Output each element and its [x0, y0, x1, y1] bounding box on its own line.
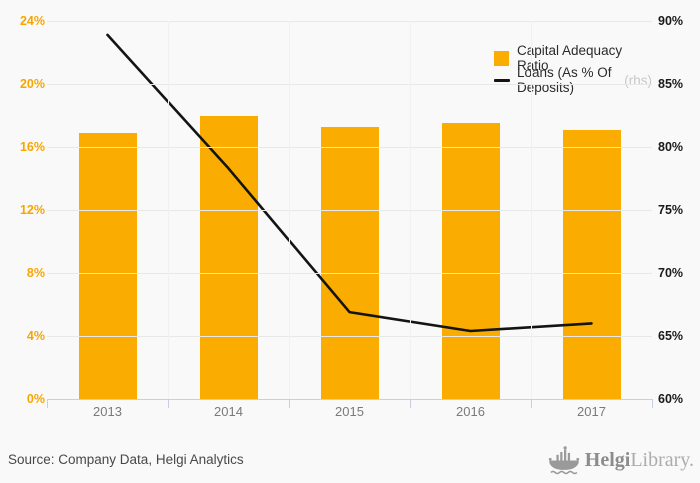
left-axis-tick-label: 12%	[19, 203, 45, 217]
legend-label: Loans (As % Of Deposits)	[517, 65, 612, 95]
vertical-gridline	[168, 21, 169, 399]
logo-wordmark-helgi: Helgi	[584, 449, 631, 471]
logo-wordmark-library: Library.	[630, 449, 694, 471]
legend: Capital Adequacy Ratio Loans (As % Of De…	[494, 43, 652, 95]
bar-series-swatch-icon	[494, 50, 509, 66]
left-axis-tick-label: 0%	[26, 392, 45, 406]
right-axis-tick-label: 80%	[658, 140, 684, 154]
bar-2013	[78, 132, 137, 399]
bar-2017	[562, 129, 621, 399]
x-axis-tick	[289, 399, 290, 408]
gridline	[47, 21, 652, 22]
right-axis-tick-label: 90%	[658, 14, 684, 28]
helgi-ship-logo-icon	[548, 446, 579, 475]
gridline	[47, 273, 652, 274]
gridline	[47, 210, 652, 211]
right-axis-tick-label: 85%	[658, 77, 684, 91]
legend-rhs-note: (rhs)	[624, 72, 652, 88]
x-axis-category-label: 2016	[456, 404, 485, 419]
line-series-swatch-icon	[494, 78, 510, 82]
x-axis-tick	[652, 399, 653, 408]
gridline	[47, 147, 652, 148]
source-note: Source: Company Data, Helgi Analytics	[8, 452, 244, 467]
vertical-gridline	[531, 21, 532, 399]
legend-item-loans: Loans (As % Of Deposits) (rhs)	[494, 65, 652, 95]
helgi-library-logo: HelgiLibrary.	[547, 444, 694, 476]
legend-label: Capital Adequacy Ratio	[517, 43, 623, 73]
vertical-gridline	[289, 21, 290, 399]
legend-item-capital-adequacy: Capital Adequacy Ratio	[494, 43, 652, 73]
x-axis-line	[47, 399, 653, 400]
loans-line-series	[106, 33, 593, 333]
left-axis-tick-label: 4%	[26, 329, 45, 343]
bar-2015	[320, 126, 379, 399]
left-axis-tick-label: 24%	[19, 14, 45, 28]
right-axis-tick-label: 65%	[658, 329, 684, 343]
x-axis-tick	[531, 399, 532, 408]
right-axis-tick-label: 70%	[658, 266, 684, 280]
x-axis-tick	[47, 399, 48, 408]
left-axis-tick-label: 20%	[19, 77, 45, 91]
left-axis-tick-label: 16%	[19, 140, 45, 154]
bar-2016	[441, 123, 500, 399]
right-axis-tick-label: 60%	[658, 392, 684, 406]
bar-2014	[199, 115, 258, 399]
gridline	[47, 84, 652, 85]
x-axis-category-label: 2014	[214, 404, 243, 419]
right-axis-tick-label: 75%	[658, 203, 684, 217]
vertical-gridline	[410, 21, 411, 399]
x-axis-category-label: 2015	[335, 404, 364, 419]
x-axis-category-label: 2013	[93, 404, 122, 419]
x-axis-tick	[410, 399, 411, 408]
x-axis-category-label: 2017	[577, 404, 606, 419]
x-axis-tick	[168, 399, 169, 408]
logo-wordmark: HelgiLibrary.	[585, 444, 694, 476]
gridline	[47, 336, 652, 337]
left-axis-tick-label: 8%	[26, 266, 45, 280]
plot-area: Capital Adequacy Ratio Loans (As % Of De…	[47, 21, 652, 399]
